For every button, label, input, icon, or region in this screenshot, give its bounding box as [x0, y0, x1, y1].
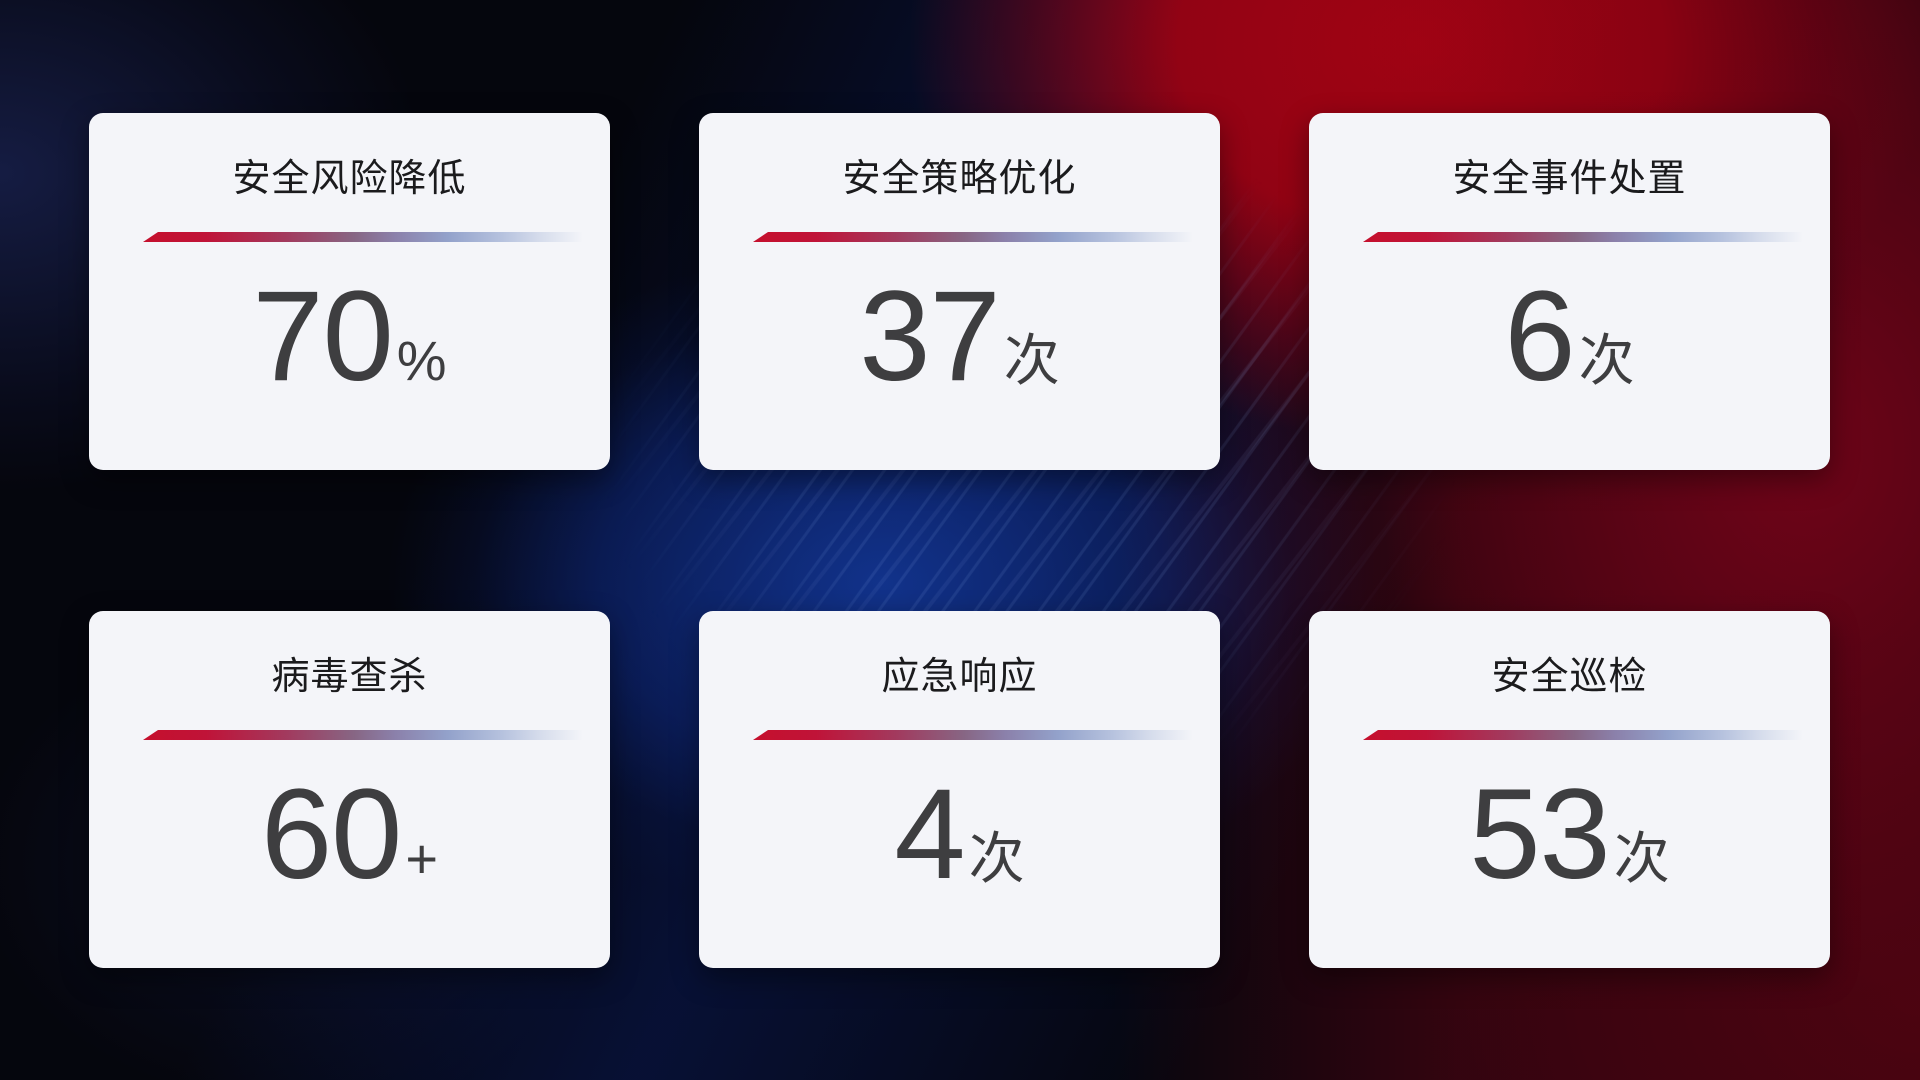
value-row: 4 次	[699, 770, 1220, 900]
stat-card-grid: 安全风险降低 70 % 安全策略优化 37 次 安全事件处置 6 次 病毒查	[89, 113, 1830, 968]
stat-value: 37	[859, 265, 1000, 408]
accent-divider-line	[753, 730, 1202, 740]
accent-divider-line	[143, 730, 592, 740]
card-title: 病毒查杀	[271, 656, 428, 698]
value-row: 6 次	[1309, 272, 1830, 402]
stat-card: 安全事件处置 6 次	[1309, 113, 1830, 470]
stat-value: 60	[260, 763, 402, 906]
stat-value: 53	[1469, 763, 1610, 906]
stat-value: 4	[894, 763, 965, 906]
value-row: 53 次	[1309, 770, 1830, 900]
card-title: 安全巡检	[1491, 656, 1648, 698]
stat-unit: 次	[1003, 329, 1060, 392]
stat-unit: %	[396, 329, 447, 392]
accent-divider-line	[1363, 730, 1812, 740]
stat-card: 病毒查杀 60 +	[89, 611, 610, 968]
value-row: 37 次	[699, 272, 1220, 402]
stat-unit: 次	[1578, 329, 1635, 392]
stat-card: 安全风险降低 70 %	[89, 113, 610, 470]
accent-divider-line	[1363, 232, 1812, 242]
value-row: 70 %	[89, 272, 610, 402]
stat-value: 6	[1504, 265, 1575, 408]
card-title: 安全事件处置	[1452, 158, 1687, 200]
card-title: 安全策略优化	[842, 158, 1077, 200]
value-row: 60 +	[89, 770, 610, 900]
stat-unit: 次	[968, 827, 1025, 890]
stat-value: 70	[252, 265, 393, 408]
card-title: 安全风险降低	[232, 158, 467, 200]
accent-divider-line	[753, 232, 1202, 242]
stat-unit: +	[405, 827, 439, 890]
stat-card: 安全策略优化 37 次	[699, 113, 1220, 470]
accent-divider-line	[143, 232, 592, 242]
stat-card: 安全巡检 53 次	[1309, 611, 1830, 968]
stat-card: 应急响应 4 次	[699, 611, 1220, 968]
card-title: 应急响应	[881, 656, 1038, 698]
stat-unit: 次	[1613, 827, 1670, 890]
